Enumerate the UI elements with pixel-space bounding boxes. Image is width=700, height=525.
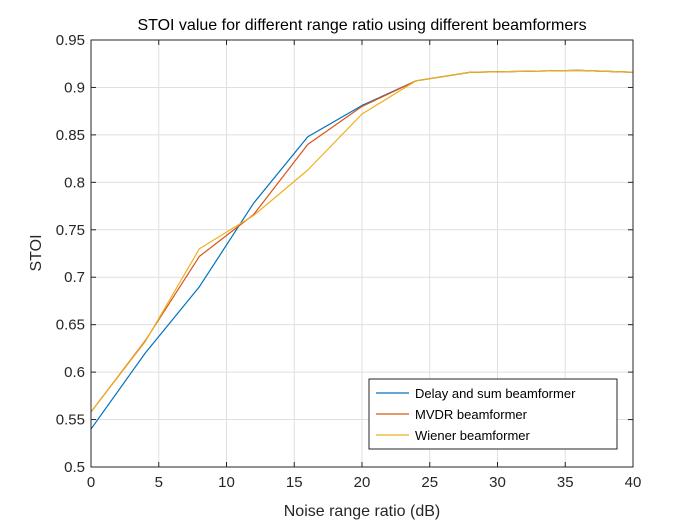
x-axis-label: Noise range ratio (dB): [284, 503, 441, 520]
x-tick-label: 20: [354, 474, 371, 491]
x-tick-label: 15: [286, 474, 303, 491]
y-axis-label: STOI: [28, 234, 45, 271]
legend-box: [368, 378, 618, 450]
x-tick-label: 0: [87, 474, 95, 491]
y-tick-label: 0.9: [64, 79, 85, 96]
y-tick-label: 0.55: [56, 412, 85, 429]
y-tick-label: 0.7: [64, 269, 85, 286]
legend-label-3: Wiener beamformer: [415, 428, 531, 443]
legend-label-2: MVDR beamformer: [415, 407, 528, 422]
chart-title: STOI value for different range ratio usi…: [137, 17, 586, 34]
legend: Delay and sum beamformer MVDR beamformer W…: [368, 378, 618, 450]
y-tick-label: 0.6: [64, 364, 85, 381]
x-tick-label: 30: [489, 474, 506, 491]
y-tick-label: 0.8: [64, 174, 85, 191]
series-lines: [90, 69, 634, 430]
x-tick-label: 5: [155, 474, 163, 491]
y-tick-label: 0.95: [56, 32, 85, 49]
x-tick-label: 35: [557, 474, 574, 491]
y-tick-label: 0.85: [56, 127, 85, 144]
y-tick-label: 0.5: [64, 459, 85, 476]
series-line-3: [90, 69, 634, 413]
x-tick-label: 40: [625, 474, 642, 491]
x-tick-label: 10: [218, 474, 235, 491]
x-tick-label: 25: [421, 474, 438, 491]
y-tick-label: 0.75: [56, 222, 85, 239]
axis-ticks: 0 5 10 15 20 25 30 35 40 0.5 0.55 0.6 0.65 0.7 0.75 0.8…: [56, 32, 642, 491]
y-tick-label: 0.65: [56, 317, 85, 334]
legend-label-1: Delay and sum beamformer: [415, 386, 576, 401]
